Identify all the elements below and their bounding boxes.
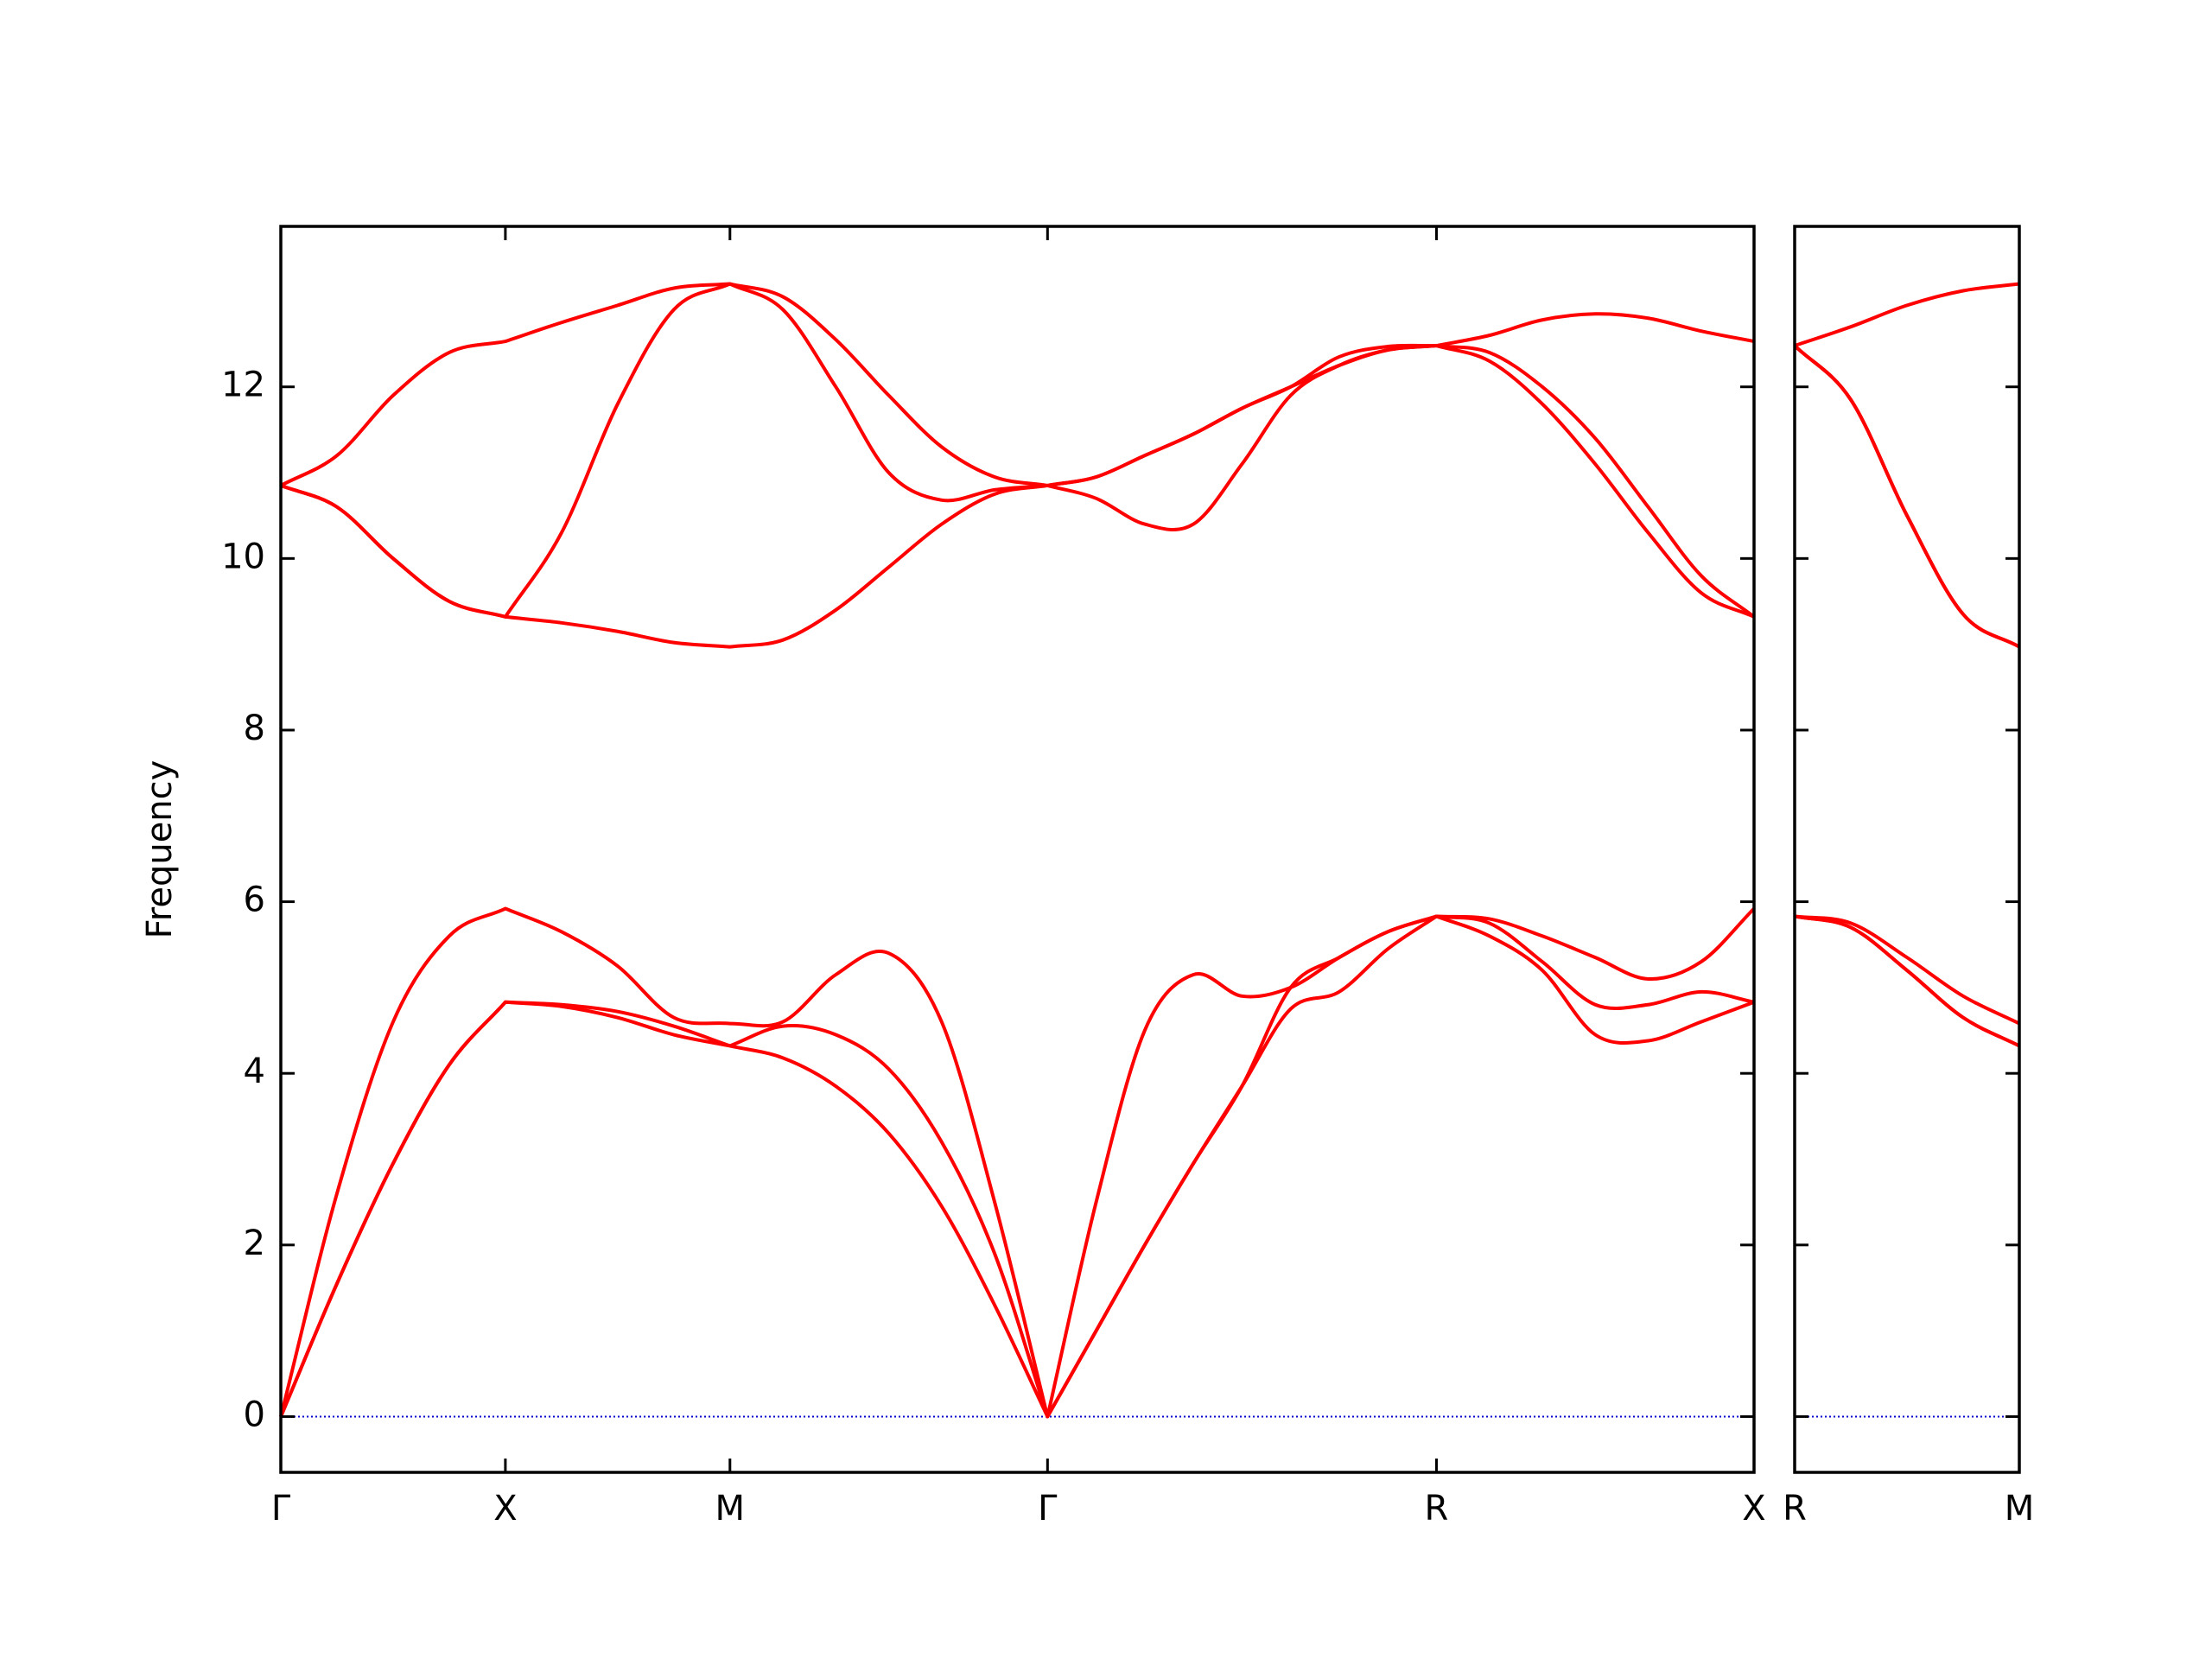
band-line <box>1794 914 2020 1048</box>
plot-frame <box>279 225 1756 1474</box>
band-line <box>1794 282 2020 347</box>
plot-frame <box>1793 225 2021 1474</box>
x-tick-label: X <box>1742 1489 1765 1529</box>
y-axis-label: Frequency <box>140 760 180 939</box>
x-tick-label: M <box>715 1489 746 1529</box>
band-line <box>280 282 1756 619</box>
x-tick-label: R <box>1425 1489 1449 1529</box>
y-tick-label: 10 <box>221 537 265 576</box>
x-tick-label: R <box>1783 1489 1807 1529</box>
x-tick-label: Γ <box>271 1489 291 1529</box>
y-tick-label: 0 <box>244 1395 265 1434</box>
band-line <box>1793 344 2021 649</box>
y-tick-label: 4 <box>244 1052 265 1091</box>
x-tick-label: Γ <box>1038 1489 1058 1529</box>
x-tick-label: M <box>2005 1489 2035 1529</box>
band-line <box>280 282 1755 487</box>
band-line <box>279 914 1755 1419</box>
y-tick-label: 2 <box>244 1224 265 1263</box>
x-tick-label: X <box>493 1489 517 1529</box>
band-line <box>1794 914 2020 1026</box>
y-tick-label: 12 <box>221 365 265 405</box>
y-tick-label: 8 <box>244 709 265 748</box>
y-tick-label: 6 <box>244 880 265 920</box>
band-line <box>279 906 1756 1419</box>
